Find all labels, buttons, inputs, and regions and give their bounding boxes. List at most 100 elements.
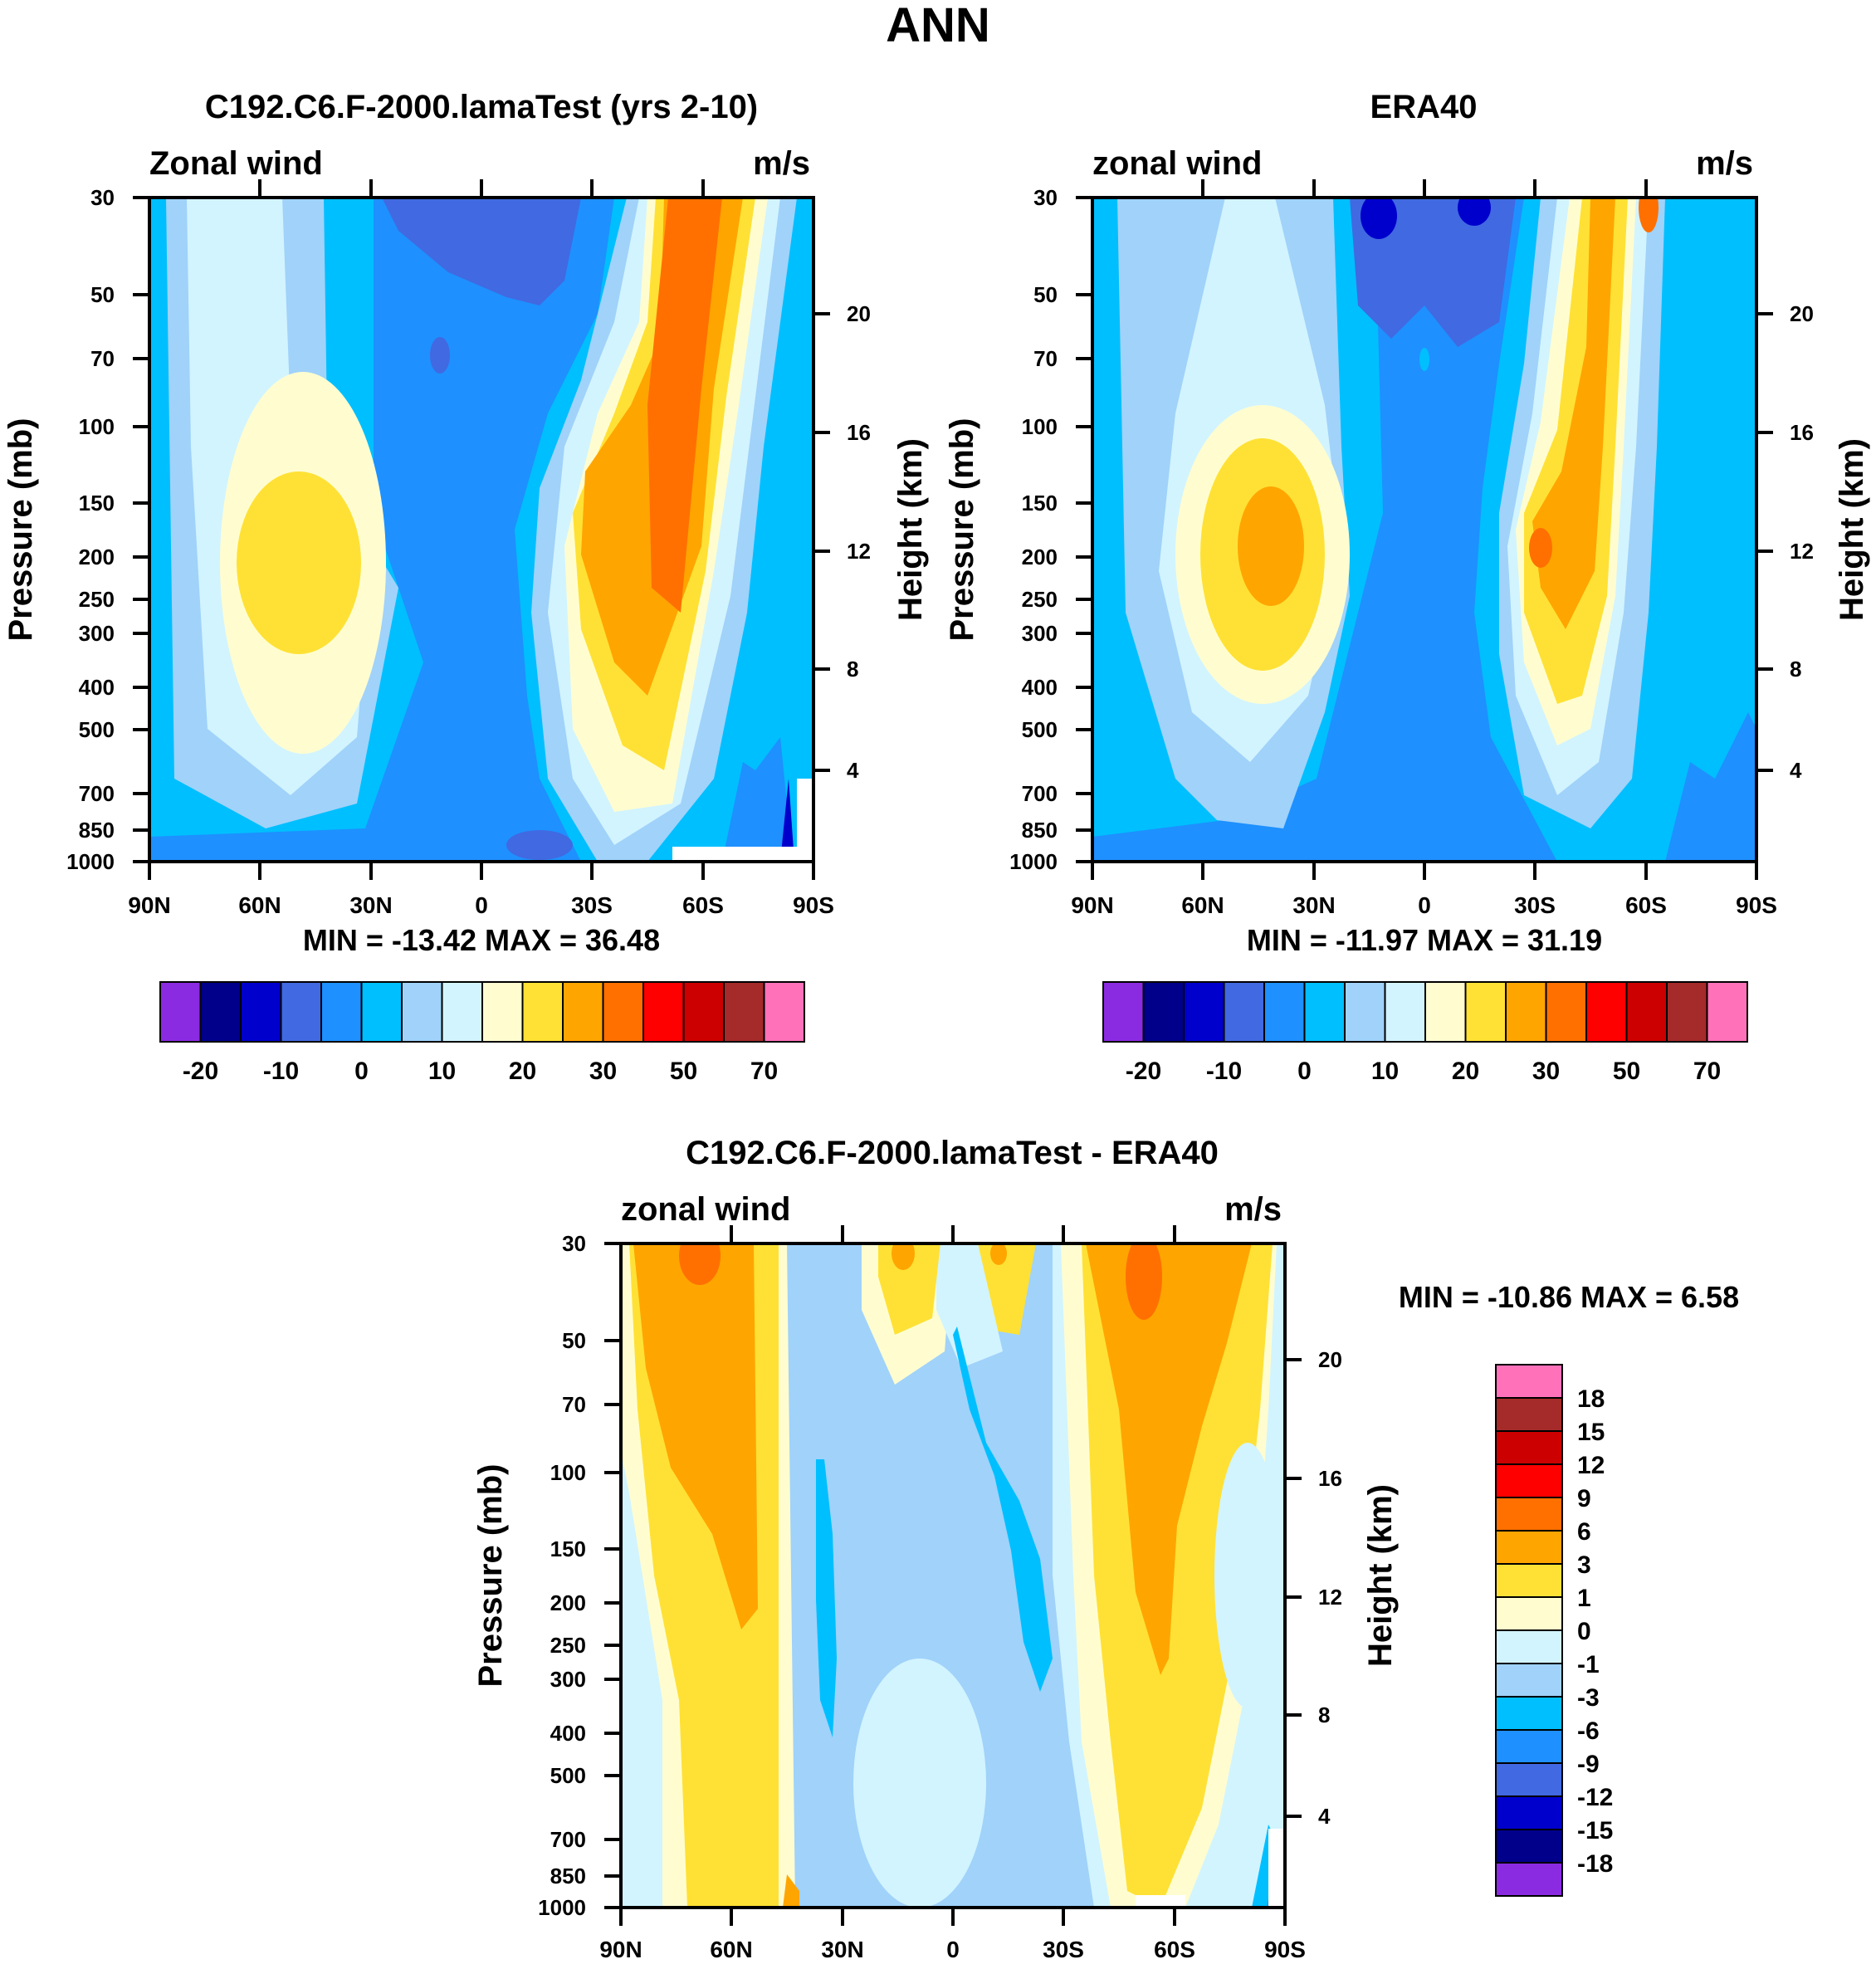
panel-difference-upper-yellow-2 bbox=[878, 1243, 940, 1335]
panel-model-missing-data-edge bbox=[797, 779, 813, 862]
panel-model-missing-data bbox=[672, 847, 813, 862]
panel-difference-cb-label-12: -12 bbox=[1577, 1784, 1613, 1811]
panel-model-easterly-bottom bbox=[506, 830, 573, 860]
panel-difference-cb-box-2 bbox=[1495, 1430, 1563, 1465]
panel-difference-cb-label-14: -18 bbox=[1577, 1850, 1613, 1878]
panel-difference-colorbar: 18 15 12 9 6 3 1 0 -1 -3 -6 -9 -12 -15 -… bbox=[1495, 1364, 1613, 1897]
panel-difference-hlabel-20: 20 bbox=[1318, 1347, 1342, 1372]
panel-model-x-labels: 90N 60N 30N 0 30S 60S 90S bbox=[128, 892, 834, 918]
panel-era40-left-label: zonal wind bbox=[1092, 145, 1262, 182]
panel-difference-cb-label-1: 15 bbox=[1577, 1419, 1605, 1446]
panel-difference-cb-box-1 bbox=[1495, 1397, 1563, 1432]
panel-era40-ylabel-30: 30 bbox=[1033, 185, 1058, 210]
panel-era40-colorbar-labels: -20 -10 0 10 20 30 50 70 bbox=[1126, 1058, 1721, 1085]
panel-era40-ylabel-70: 70 bbox=[1033, 346, 1058, 371]
panel-difference-missing-data-edge bbox=[1268, 1829, 1285, 1908]
panel-era40-sh-surface-blue bbox=[1665, 712, 1756, 862]
panel-difference-mid-blue-left bbox=[816, 1459, 837, 1737]
panel-model-cb-label-0: -20 bbox=[183, 1058, 218, 1085]
panel-era40-hlabel-8: 8 bbox=[1790, 657, 1801, 682]
panel-difference-nh-orange-core bbox=[679, 1243, 721, 1285]
panel-difference-cb-box-0 bbox=[1495, 1364, 1563, 1399]
panel-difference-ylabel-200: 200 bbox=[550, 1590, 586, 1615]
panel-model-stats: MIN = -13.42 MAX = 36.48 bbox=[303, 923, 660, 957]
panel-difference-y-labels: 30 50 70 100 150 200 250 300 400 500 700… bbox=[538, 1231, 586, 1920]
panel-era40-ylabel: Pressure (mb) bbox=[944, 418, 980, 642]
panel-era40-ylabel-100: 100 bbox=[1022, 414, 1058, 439]
panel-era40-cb-label-5: 30 bbox=[1532, 1058, 1560, 1085]
panel-era40-y-ticks bbox=[1076, 196, 1092, 863]
panel-difference-upper-pale bbox=[936, 1243, 1003, 1368]
panel-difference-cb-box-8 bbox=[1495, 1629, 1563, 1664]
panel-difference-ylabel-100: 100 bbox=[550, 1460, 586, 1485]
panel-difference-sh-orange bbox=[1086, 1243, 1252, 1675]
panel-era40-easterly-top bbox=[1350, 198, 1516, 347]
panel-model-easterly-top bbox=[382, 198, 581, 305]
panel-era40-hlabel-4: 4 bbox=[1790, 758, 1802, 783]
panel-model-cb-box-5 bbox=[360, 981, 403, 1043]
panel-model-hlabel-12: 12 bbox=[847, 539, 871, 564]
panel-era40-colorbar: -20 -10 0 10 20 30 50 70 bbox=[1102, 981, 1748, 1085]
panel-model-cb-label-3: 10 bbox=[428, 1058, 456, 1085]
panel-difference-mid-blue-right bbox=[953, 1326, 1053, 1692]
panel-model-ylabel-200: 200 bbox=[79, 545, 115, 569]
panel-difference-ylabel-50: 50 bbox=[562, 1328, 586, 1353]
panel-model-cb-box-8 bbox=[481, 981, 524, 1043]
panel-difference-hlabel-12: 12 bbox=[1318, 1585, 1342, 1610]
panel-era40-cb-box-14 bbox=[1666, 981, 1708, 1043]
panel-model-ylabel-150: 150 bbox=[79, 491, 115, 515]
panel-model-hlabel-16: 16 bbox=[847, 420, 871, 445]
panel-model-sh-surface-blue bbox=[722, 737, 793, 862]
panel-era40-hlabel-20: 20 bbox=[1790, 301, 1814, 326]
panel-model-xlabel-3: 0 bbox=[475, 892, 488, 918]
panel-model-ylabel-700: 700 bbox=[79, 781, 115, 806]
panel-difference-cb-box-6 bbox=[1495, 1563, 1563, 1598]
panel-model-cb-label-2: 0 bbox=[354, 1058, 369, 1085]
panel-model-ylabel-400: 400 bbox=[79, 675, 115, 700]
panel-era40-ylabel-250: 250 bbox=[1022, 587, 1058, 612]
panel-difference-ylabel-right: Height (km) bbox=[1362, 1484, 1399, 1667]
panel-era40-ylabel-1000: 1000 bbox=[1009, 849, 1058, 874]
panel-difference-cb-label-5: 3 bbox=[1577, 1551, 1591, 1579]
panel-era40-hlabel-12: 12 bbox=[1790, 539, 1814, 564]
panel-model-cb-box-3 bbox=[280, 981, 322, 1043]
panel-model-plot-area bbox=[149, 198, 813, 862]
panel-era40-cb-box-3 bbox=[1223, 981, 1265, 1043]
panel-model-cb-box-14 bbox=[723, 981, 765, 1043]
panel-model-cb-box-10 bbox=[562, 981, 604, 1043]
panel-difference-x-ticks bbox=[619, 1225, 1287, 1926]
panel-difference-cb-label-7: 0 bbox=[1577, 1618, 1591, 1645]
panel-era40-cb-box-10 bbox=[1505, 981, 1547, 1043]
panel-era40-plot-area bbox=[1092, 198, 1756, 862]
panel-era40-cb-label-0: -20 bbox=[1126, 1058, 1161, 1085]
panel-era40-x-ticks bbox=[1091, 179, 1758, 880]
panel-difference-sh-mid-pale bbox=[1214, 1443, 1281, 1708]
panel-model-xlabel-6: 90S bbox=[793, 892, 834, 918]
panel-difference-xlabel-1: 60N bbox=[710, 1937, 752, 1962]
panel-difference-ylabel-1000: 1000 bbox=[538, 1895, 586, 1920]
panel-difference-ylabel-850: 850 bbox=[550, 1864, 586, 1888]
panel-era40-xlabel-1: 60N bbox=[1181, 892, 1224, 918]
panel-difference-cb-box-14 bbox=[1495, 1829, 1563, 1864]
panel-model-cb-box-15 bbox=[763, 981, 805, 1043]
panel-difference-ylabel-300: 300 bbox=[550, 1667, 586, 1692]
panel-era40-title: ERA40 bbox=[1370, 89, 1478, 125]
panel-era40-axes: 90N 60N 30N 0 30S 60S 90S bbox=[944, 179, 1870, 957]
panel-model-xlabel-4: 30S bbox=[571, 892, 613, 918]
panel-model: C192.C6.F-2000.lamaTest (yrs 2-10) Zonal… bbox=[2, 89, 929, 1085]
panel-era40-sh-jet-core bbox=[1529, 528, 1552, 568]
panel-model-height-ticks bbox=[813, 312, 830, 772]
panel-model-axes: 90N 60N 30N 0 30S 60S 90S bbox=[2, 179, 929, 957]
panel-difference-ylabel-700: 700 bbox=[550, 1827, 586, 1852]
panel-era40-cb-box-1 bbox=[1142, 981, 1185, 1043]
panel-era40-ylabel-300: 300 bbox=[1022, 621, 1058, 646]
panel-difference-cb-box-5 bbox=[1495, 1530, 1563, 1565]
panel-difference-plot-area bbox=[621, 1243, 1285, 1908]
panel-model-easterly-spot bbox=[430, 337, 450, 374]
panel-difference-mid-pale-lower bbox=[853, 1659, 986, 1908]
panel-era40-cb-label-1: -10 bbox=[1206, 1058, 1242, 1085]
panel-model-title: C192.C6.F-2000.lamaTest (yrs 2-10) bbox=[205, 89, 758, 125]
panel-difference-ylabel-250: 250 bbox=[550, 1633, 586, 1658]
panel-era40-ylabel-850: 850 bbox=[1022, 818, 1058, 843]
